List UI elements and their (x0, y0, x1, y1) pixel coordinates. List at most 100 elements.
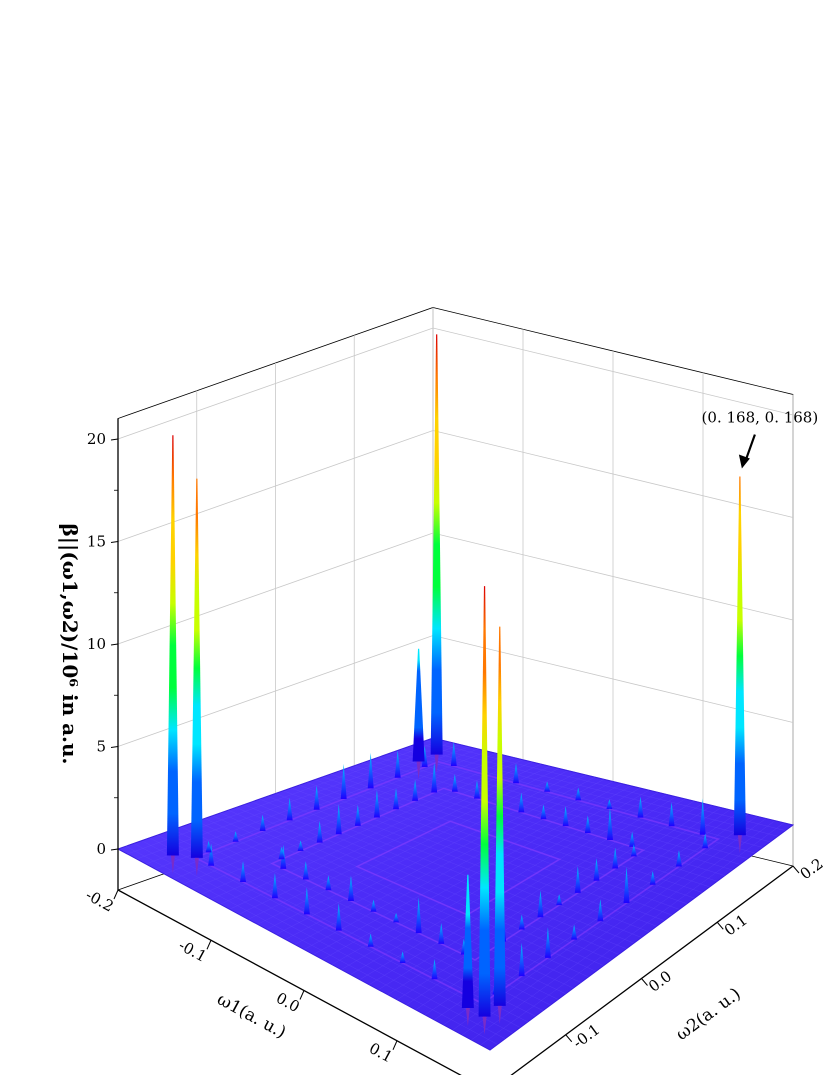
mesh-line (461, 818, 767, 1036)
small-spike (575, 787, 582, 801)
peak-spike (430, 334, 443, 755)
small-spike (537, 890, 544, 918)
small-spike (297, 840, 304, 851)
small-spike (367, 933, 374, 947)
small-spike (668, 802, 675, 827)
annotation: (0. 168, 0. 168) (702, 409, 819, 469)
y-tick-label: -0.1 (569, 1020, 603, 1052)
z-tick-label: 20 (87, 430, 106, 448)
y-tick-label: 0.1 (721, 911, 751, 940)
y-axis-title: ω2(a. u.) (672, 984, 744, 1045)
z-tick (110, 438, 119, 441)
z-tick (110, 746, 119, 748)
small-spike (630, 844, 637, 857)
small-spike (612, 847, 619, 869)
peak-spike (493, 626, 506, 1006)
small-spike (629, 831, 636, 847)
small-spike (271, 873, 278, 899)
x-tick-label: 0.1 (366, 1039, 396, 1066)
mesh-line (275, 793, 642, 938)
small-spike (354, 804, 361, 826)
small-spike (540, 804, 547, 820)
peak-dip (434, 754, 439, 773)
y-tick-label: 0.2 (797, 855, 827, 884)
small-spike (562, 806, 569, 827)
peak-marks (166, 334, 746, 1035)
small-spike (473, 780, 480, 799)
mesh-line (341, 790, 650, 970)
small-spike (399, 951, 406, 964)
small-spike (513, 763, 520, 784)
small-spike (394, 750, 401, 778)
small-spike (518, 792, 525, 813)
peak-annotation: (0. 168, 0. 168) (702, 409, 819, 427)
mesh-line (346, 768, 710, 888)
small-spike (335, 804, 342, 835)
small-spike (518, 914, 525, 930)
peak-dip (416, 761, 421, 780)
mesh-line (424, 809, 731, 1015)
x-tick (299, 990, 305, 1000)
x-tick-label: 0.0 (273, 989, 303, 1016)
small-spike (259, 814, 266, 832)
small-spike (393, 912, 400, 923)
z-tick (110, 848, 119, 851)
small-spike (421, 746, 428, 768)
small-spike (544, 781, 551, 792)
mesh-line (350, 792, 659, 975)
mesh-line (283, 790, 650, 933)
mesh-line (369, 760, 733, 871)
small-spike (316, 820, 323, 843)
peak-dip (737, 835, 742, 854)
mesh-line (385, 754, 748, 859)
peak-dip (482, 1016, 487, 1035)
mesh-line (338, 771, 703, 893)
peak-dip (465, 1008, 470, 1027)
mesh-line (291, 787, 657, 927)
y-tick (641, 978, 648, 986)
peak-dip (170, 855, 175, 874)
z-tick-label: 10 (87, 635, 106, 653)
mesh-line (322, 785, 632, 960)
z-axis-title: β||(ω1,ω2)/10⁶ in a.u. (58, 523, 82, 764)
z-tick (110, 541, 119, 543)
small-spike (584, 815, 591, 834)
ridge-square (270, 787, 646, 961)
small-spike (340, 763, 347, 800)
ridge-square (193, 760, 721, 1005)
mesh-line (330, 773, 695, 899)
peak-spike (412, 648, 425, 762)
small-spike (597, 899, 604, 922)
z-tick-label: 5 (96, 738, 106, 756)
small-spike (325, 875, 332, 891)
small-spike (637, 796, 644, 818)
mesh-line (378, 798, 686, 990)
small-spike (675, 850, 682, 867)
peak-dip (194, 857, 199, 876)
annotation-arrow-head (738, 454, 750, 469)
mesh-line (471, 820, 776, 1041)
small-spike (278, 846, 285, 860)
small-spike (303, 887, 310, 915)
small-spike (313, 785, 320, 810)
small-spike (699, 798, 706, 835)
x-tick (206, 940, 212, 950)
mesh-line (368, 796, 677, 985)
small-spike (606, 807, 613, 840)
x-tick-label: -0.1 (176, 936, 210, 966)
small-spike (623, 866, 630, 904)
small-spike (347, 875, 354, 901)
peak-spike (190, 478, 203, 858)
small-spike (649, 871, 656, 885)
mesh-line (393, 751, 756, 854)
small-spike (286, 797, 293, 821)
small-spike (240, 861, 247, 882)
small-spike (373, 789, 380, 818)
mesh-line (377, 757, 741, 865)
mesh-line (396, 803, 704, 1000)
small-spike (412, 779, 419, 801)
small-spike (393, 788, 400, 810)
small-spike (571, 924, 578, 940)
y-tick (716, 921, 724, 930)
